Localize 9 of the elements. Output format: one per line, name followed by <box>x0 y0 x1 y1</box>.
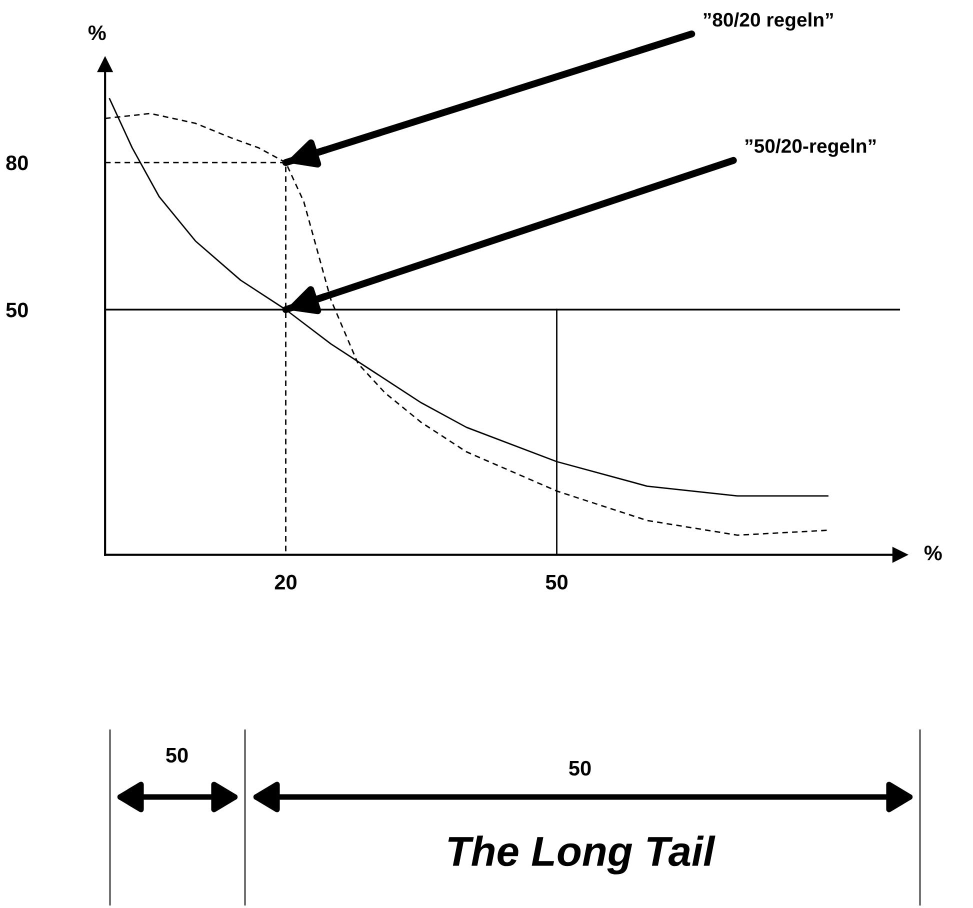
x-axis-title: % <box>924 546 942 560</box>
text: 50 <box>166 748 188 763</box>
text: The Long Tail <box>448 836 716 874</box>
x-tick-label: 20 <box>274 574 296 590</box>
text: 50 <box>569 760 591 776</box>
annotation: ”50/20-regeln” <box>746 138 876 157</box>
annotation: ”80/20 regeln” <box>704 12 833 31</box>
y-tick-label: 80 <box>6 156 28 170</box>
y-axis-title: % <box>88 25 106 40</box>
